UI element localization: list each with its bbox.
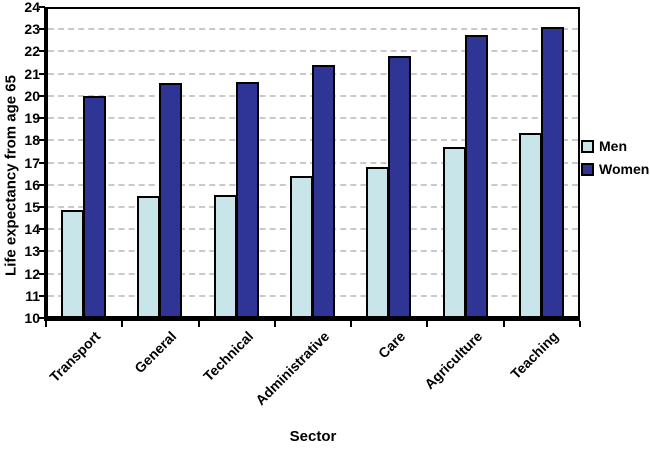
x-tick [579,321,581,327]
legend-item-women: Women [581,162,649,177]
x-tick [273,321,276,327]
y-tick-label: 21 [24,65,40,82]
men-series-swatch-icon [581,140,594,153]
y-tick [39,205,45,208]
y-tick-label: 17 [24,154,40,171]
y-axis-line [44,7,47,321]
y-tick-label: 16 [24,176,40,193]
y-tick [39,272,45,275]
y-tick [39,161,45,164]
x-tick [502,321,505,327]
y-tick-label: 10 [24,310,40,326]
y-tick-label: 11 [25,287,40,304]
y-tick [39,317,45,319]
y-tick-label: 12 [24,265,40,282]
y-tick [39,294,45,297]
x-tick [45,321,47,327]
y-tick [39,6,45,8]
bar-men-agriculture [442,147,466,318]
bar-women-teaching [540,27,564,318]
x-tick [426,321,429,327]
bar-men-teaching [518,132,542,318]
y-tick-label: 18 [24,132,40,149]
y-tick-label: 14 [24,221,40,238]
y-tick [39,183,45,186]
x-tick [197,321,200,327]
y-tick-label: 13 [24,243,40,260]
y-tick [39,50,45,53]
y-tick [39,139,45,142]
x-tick [121,321,124,327]
legend: Men Women [581,139,649,185]
x-axis-title: Sector [289,428,337,445]
y-tick [39,94,45,97]
y-tick-label: 23 [24,21,40,38]
bar-men-general [137,195,161,318]
bar-women-technical [235,81,259,318]
bar-women-care [388,55,412,318]
y-tick-label: 15 [24,198,40,215]
bar-men-technical [213,194,237,318]
gridline [48,50,578,53]
y-tick-label: 20 [24,87,40,104]
y-tick-label: 19 [24,110,40,127]
bar-women-administrative [312,64,335,318]
bar-women-agriculture [464,34,488,318]
x-axis-line [44,318,580,321]
gridline [48,28,578,31]
bar-men-care [366,167,390,318]
bar-men-transport [61,210,85,318]
y-tick [39,250,45,253]
legend-label-women: Women [599,161,650,177]
x-tick [350,321,353,327]
y-tick [39,28,45,31]
women-series-swatch-icon [581,163,594,176]
y-tick [39,72,45,75]
y-tick [39,228,45,231]
y-tick-label: 24 [24,0,40,15]
legend-label-men: Men [599,138,627,154]
bar-men-administrative [290,175,313,318]
bar-women-transport [83,95,107,318]
y-tick-label: 22 [24,43,40,60]
y-tick [39,117,45,120]
bar-women-general [159,82,183,318]
legend-item-men: Men [581,139,649,154]
